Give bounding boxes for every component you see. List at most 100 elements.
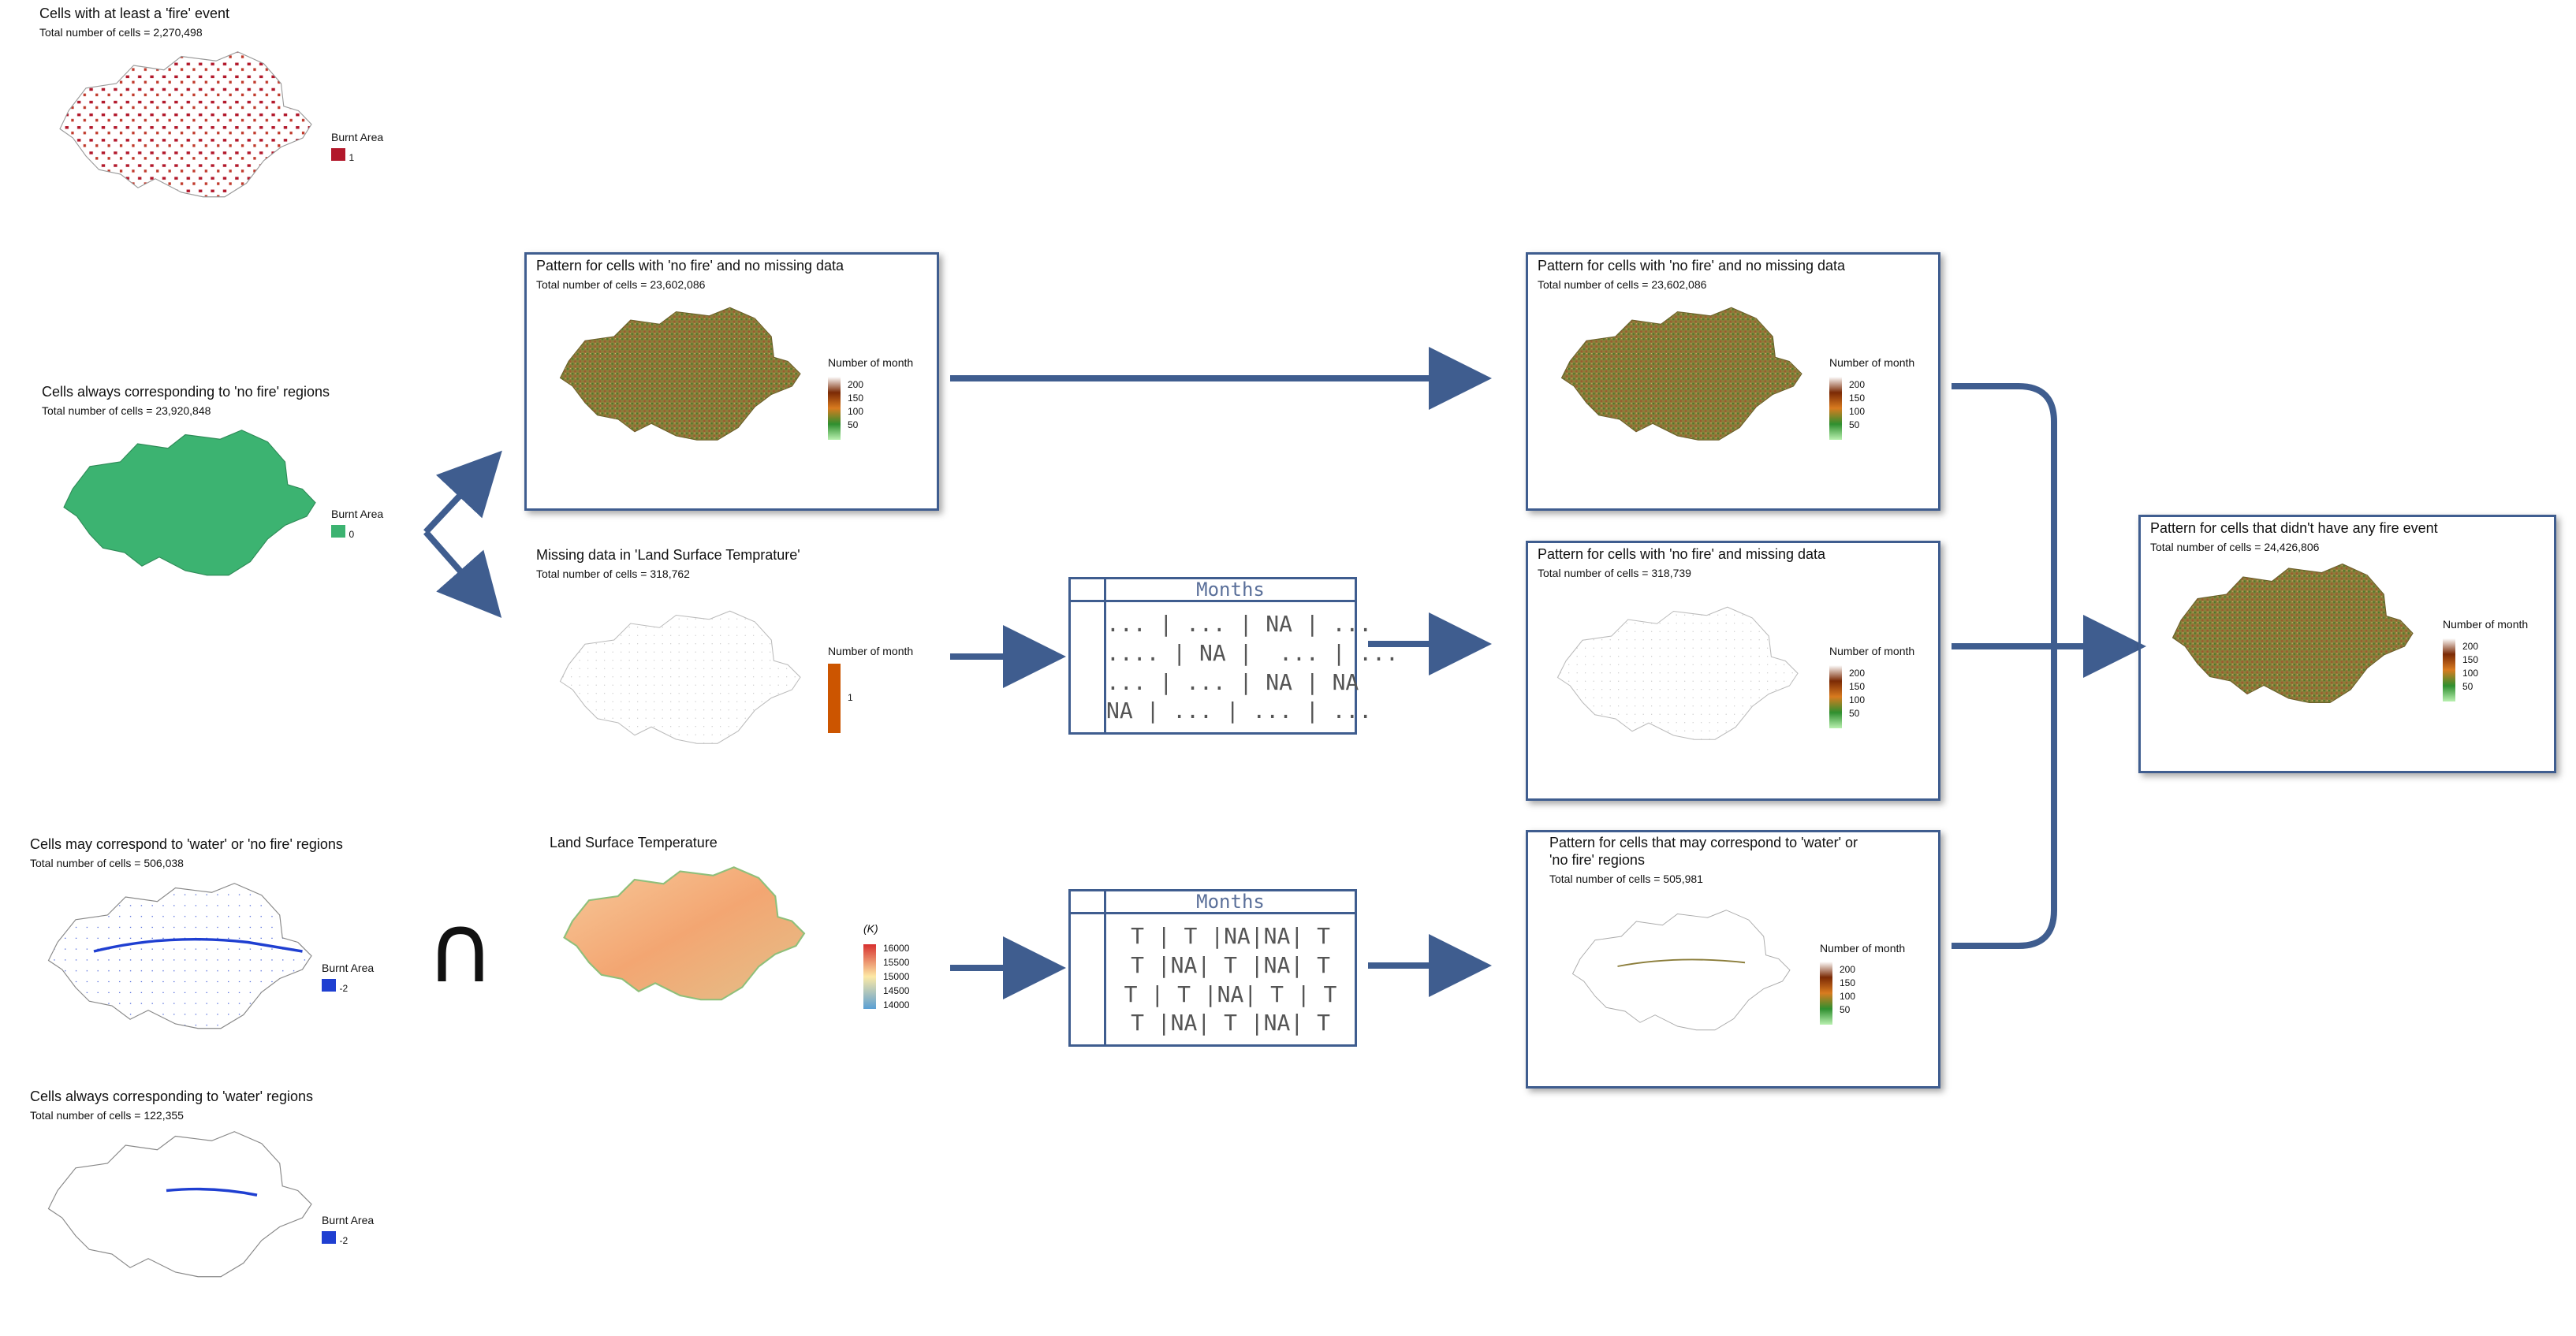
final-panel — [2138, 515, 2556, 773]
months-table-row: T |NA| T |NA| T — [1131, 1010, 1330, 1036]
water-or-nofire-legend: -2 — [322, 979, 348, 995]
tick: 100 — [2462, 668, 2479, 679]
lst-ticks: 16000 15500 15000 14500 14000 — [883, 941, 909, 1012]
tick: 150 — [1849, 393, 1866, 404]
water-or-nofire-legend-value: -2 — [339, 983, 349, 994]
nofire-subtitle: Total number of cells = 23,920,848 — [42, 404, 211, 417]
missing-lst-legend-value: 1 — [848, 692, 853, 703]
final-colorbar — [2443, 638, 2455, 701]
water-swatch — [322, 1231, 336, 1244]
result-nomissing-title: Pattern for cells with 'no fire' and no … — [1538, 258, 1846, 274]
result-missing-legend-title: Number of month — [1829, 645, 1915, 657]
tick: 200 — [848, 379, 864, 390]
tick: 50 — [1849, 419, 1860, 430]
months-table-missing: Months ... | ... | NA | ... .... | NA | … — [1068, 577, 1399, 735]
tick: 50 — [2462, 681, 2473, 692]
months-table-row: ... | ... | NA | ... — [1106, 611, 1373, 637]
result-nomissing-panel — [1526, 252, 1940, 511]
missing-lst-subtitle: Total number of cells = 318,762 — [536, 568, 690, 580]
result-nomissing-colorbar — [1829, 377, 1842, 440]
result-water-map — [1572, 910, 1791, 1031]
months-table-row: T |NA| T |NA| T — [1131, 952, 1330, 978]
tick: 200 — [2462, 641, 2479, 652]
result-water-colorbar — [1820, 962, 1832, 1025]
months-table-row: T | T |NA| T | T — [1124, 981, 1337, 1007]
result-water-panel — [1526, 830, 1940, 1089]
result-missing-ticks: 200 150 100 50 — [1849, 667, 1865, 720]
pattern-nomissing-panel — [524, 252, 939, 511]
fire-legend: 1 — [331, 148, 354, 165]
result-water-ticks: 200 150 100 50 — [1840, 963, 1855, 1017]
months-table-header: Months — [1196, 579, 1265, 601]
result-water-legend-title: Number of month — [1820, 942, 1906, 955]
tick: 15000 — [883, 971, 910, 982]
result-water-title-line1: Pattern for cells that may correspond to… — [1549, 835, 1858, 850]
nofire-legend-title: Burnt Area — [331, 508, 384, 520]
water-legend: -2 — [322, 1231, 348, 1248]
pattern-nomissing-colorbar — [828, 377, 841, 440]
intersection-symbol: ∩ — [426, 895, 495, 1004]
months-table-row: T | T |NA|NA| T — [1131, 923, 1330, 949]
water-or-nofire-subtitle: Total number of cells = 506,038 — [30, 857, 184, 869]
months-table-row: NA | ... | ... | ... — [1106, 698, 1373, 724]
flow-arrows — [950, 347, 2146, 999]
missing-lst-title: Missing data in 'Land Surface Temprature… — [536, 547, 800, 563]
tick: 100 — [848, 406, 864, 417]
tick: 100 — [1840, 991, 1856, 1002]
tick: 150 — [1840, 977, 1856, 988]
tick: 16000 — [883, 943, 910, 954]
result-water-subtitle: Total number of cells = 505,981 — [1549, 873, 1703, 885]
nofire-title: Cells always corresponding to 'no fire' … — [42, 384, 330, 400]
fire-legend-title: Burnt Area — [331, 131, 384, 143]
final-ticks: 200 150 100 50 — [2462, 640, 2478, 694]
result-nomissing-ticks: 200 150 100 50 — [1849, 378, 1865, 432]
result-missing-title: Pattern for cells with 'no fire' and mis… — [1538, 546, 1826, 562]
missing-lst-map — [559, 610, 801, 744]
months-table-divider — [1104, 891, 1106, 1044]
water-or-nofire-map — [47, 883, 312, 1029]
fire-map — [59, 51, 312, 198]
tick: 50 — [848, 419, 859, 430]
water-legend-title: Burnt Area — [322, 1214, 375, 1226]
result-water-title-line2: 'no fire' regions — [1549, 852, 1645, 868]
pattern-nomissing-title: Pattern for cells with 'no fire' and no … — [536, 258, 844, 274]
result-missing-colorbar — [1829, 665, 1842, 728]
fire-title: Cells with at least a 'fire' event — [39, 6, 229, 21]
final-title: Pattern for cells that didn't have any f… — [2150, 520, 2438, 536]
result-missing-panel — [1526, 541, 1940, 801]
pattern-nomissing-ticks: 200 150 100 50 — [848, 378, 863, 432]
result-nomissing-legend-title: Number of month — [1829, 356, 1915, 369]
tick: 150 — [1849, 681, 1866, 692]
tick: 14500 — [883, 985, 910, 996]
months-table-header-row — [1071, 579, 1355, 602]
pattern-nomissing-legend-title: Number of month — [828, 356, 914, 369]
tick: 50 — [1849, 708, 1860, 719]
final-subtitle: Total number of cells = 24,426,806 — [2150, 541, 2320, 553]
water-legend-value: -2 — [339, 1235, 349, 1246]
months-table-header: Months — [1196, 891, 1265, 913]
tick: 200 — [1849, 379, 1866, 390]
result-missing-subtitle: Total number of cells = 318,739 — [1538, 567, 1691, 579]
water-map — [47, 1131, 312, 1278]
missing-lst-legend-title: Number of month — [828, 645, 914, 657]
tick: 15500 — [883, 957, 910, 968]
lst-map — [563, 866, 806, 1001]
water-or-nofire-title: Cells may correspond to 'water' or 'no f… — [30, 836, 343, 852]
months-table-row: ... | ... | NA | NA — [1106, 669, 1359, 695]
tick: 100 — [1849, 694, 1866, 705]
water-subtitle: Total number of cells = 122,355 — [30, 1109, 184, 1122]
result-nomissing-subtitle: Total number of cells = 23,602,086 — [1538, 278, 1707, 291]
tick: 200 — [1840, 964, 1856, 975]
tick: 100 — [1849, 406, 1866, 417]
fire-swatch — [331, 148, 345, 161]
nofire-legend-value: 0 — [349, 529, 355, 540]
tick: 14000 — [883, 999, 910, 1010]
months-table-row: .... | NA | ... | ... — [1106, 640, 1399, 666]
months-table-divider — [1104, 579, 1106, 732]
nofire-legend: 0 — [331, 525, 354, 541]
fire-subtitle: Total number of cells = 2,270,498 — [39, 26, 203, 39]
tick: 150 — [848, 393, 864, 404]
fire-legend-value: 1 — [349, 152, 355, 163]
months-table-header-row — [1071, 891, 1355, 914]
